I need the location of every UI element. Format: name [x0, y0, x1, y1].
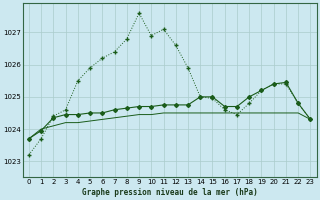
X-axis label: Graphe pression niveau de la mer (hPa): Graphe pression niveau de la mer (hPa) [82, 188, 258, 197]
